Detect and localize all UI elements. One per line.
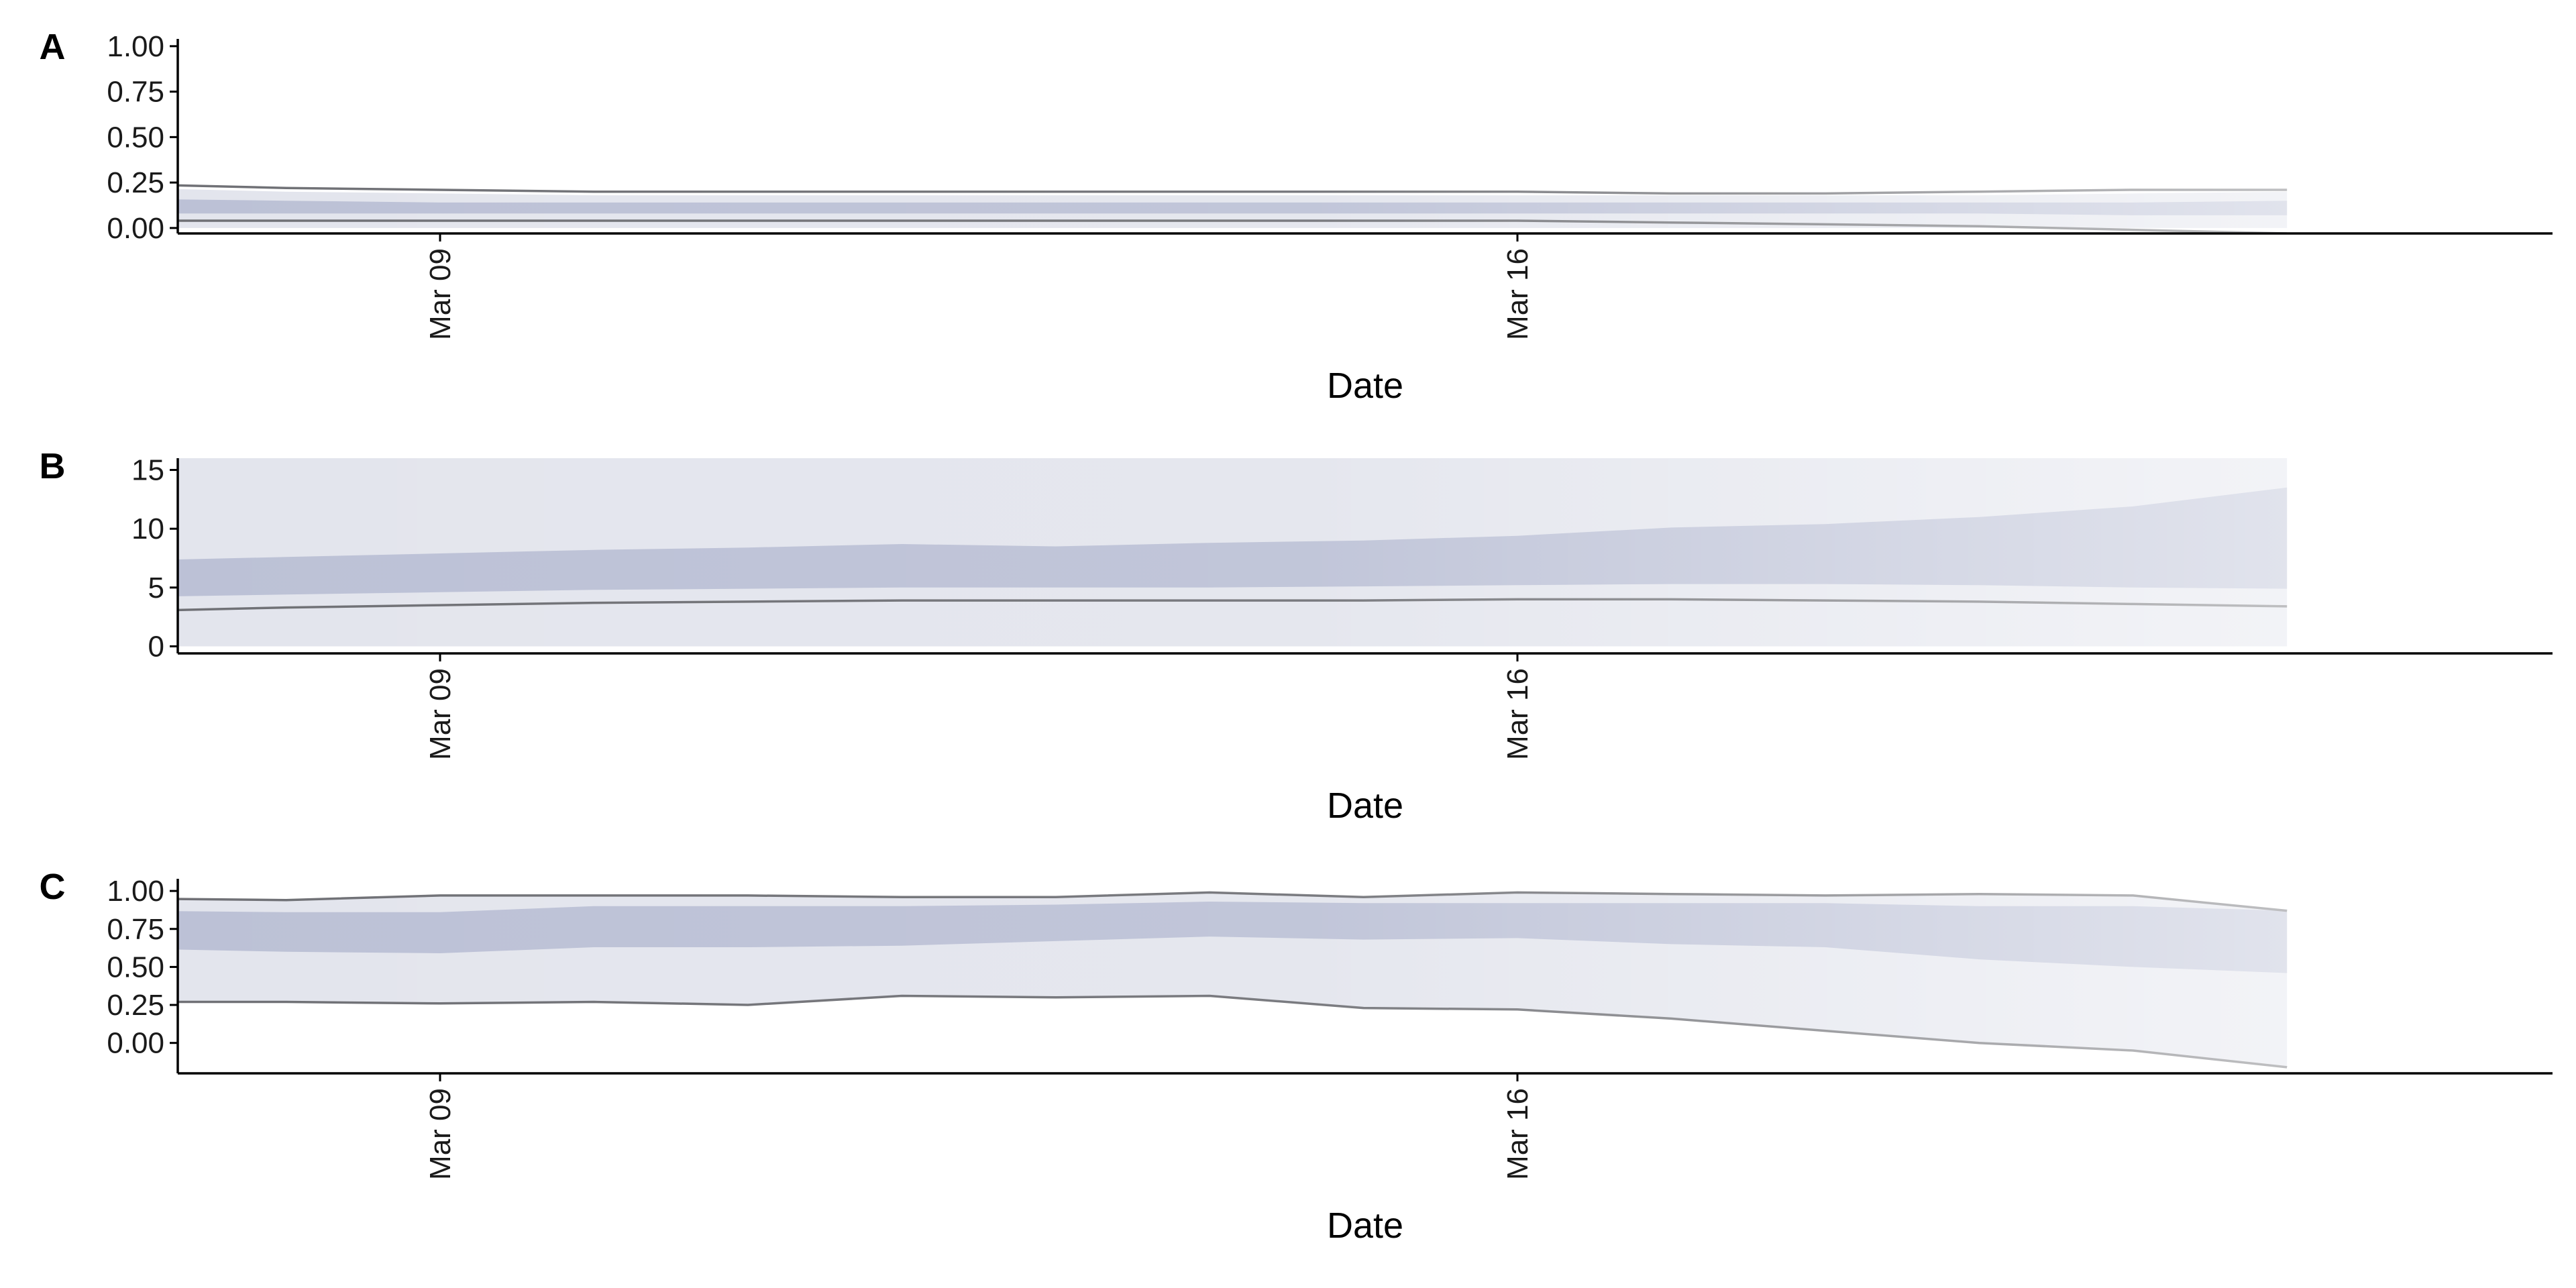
fade-overlay <box>178 451 2288 653</box>
x-tick-label: Mar 09 <box>424 248 457 340</box>
y-tick-label: 0.00 <box>107 212 164 245</box>
y-tick-label: 15 <box>131 454 164 487</box>
panel-label: A <box>40 27 66 67</box>
y-tick-label: 0.25 <box>107 989 164 1022</box>
plot-area <box>178 451 2288 653</box>
y-tick-label: 0.50 <box>107 951 164 983</box>
y-tick-label: 5 <box>148 572 164 604</box>
y-tick-label: 0 <box>148 630 164 663</box>
panel-b: 0 5 10 15 Mar 09 Mar 16 Date B <box>40 446 2553 826</box>
x-tick-label: Mar 09 <box>424 1088 457 1180</box>
panel-label: B <box>40 446 66 486</box>
y-tick-label: 0.75 <box>107 76 164 109</box>
x-tick-label: Mar 16 <box>1501 1088 1534 1180</box>
plot-area <box>178 872 2288 1073</box>
x-axis-title: Date <box>1327 786 1403 826</box>
panel-a: 0.00 0.25 0.50 0.75 1.00 Mar 09 Mar 16 Date A <box>40 27 2553 406</box>
y-tick-label: 1.00 <box>107 875 164 908</box>
y-tick-label: 0.75 <box>107 913 164 946</box>
fade-overlay <box>178 872 2288 1073</box>
y-tick-label: 10 <box>131 513 164 545</box>
x-axis-title: Date <box>1327 1205 1403 1246</box>
x-axis-title: Date <box>1327 366 1403 406</box>
x-tick-label: Mar 09 <box>424 668 457 760</box>
y-tick-label: 0.25 <box>107 166 164 199</box>
x-tick-label: Mar 16 <box>1501 248 1534 340</box>
y-tick-label: 0.50 <box>107 121 164 154</box>
plot-area <box>178 32 2288 233</box>
y-tick-label: 0.00 <box>107 1027 164 1060</box>
panel-c: 0.00 0.25 0.50 0.75 1.00 Mar 09 Mar 16 Date C <box>40 867 2553 1246</box>
fade-overlay <box>178 32 2288 233</box>
y-tick-label: 1.00 <box>107 30 164 63</box>
panel-label: C <box>40 867 66 907</box>
x-tick-label: Mar 16 <box>1501 668 1534 760</box>
